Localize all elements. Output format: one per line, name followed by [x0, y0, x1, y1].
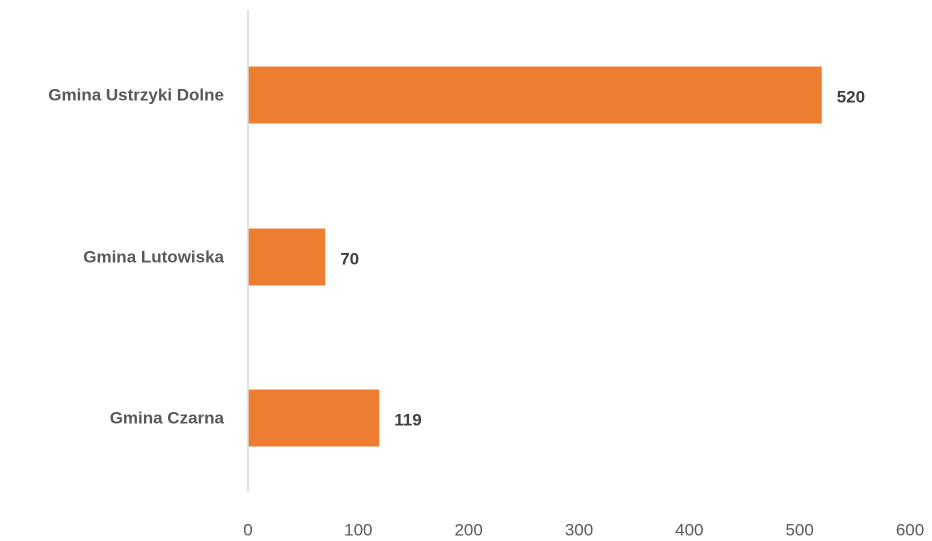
category-labels: Gmina Ustrzyki Dolne Gmina Lutowiska Gmina… — [48, 86, 224, 428]
category-label-gmina-ustrzyki-dolne: Gmina Ustrzyki Dolne — [48, 86, 224, 105]
category-label-gmina-czarna: Gmina Czarna — [110, 409, 225, 428]
x-tick-label-100: 100 — [344, 521, 372, 540]
data-label-gmina-ustrzyki-dolne: 520 — [837, 88, 865, 107]
x-tick-label-200: 200 — [454, 521, 482, 540]
bar-gmina-ustrzyki-dolne — [248, 66, 822, 124]
x-tick-label-0: 0 — [243, 521, 252, 540]
data-labels: 520 70 119 — [340, 88, 865, 430]
bars-layer — [248, 66, 822, 447]
x-tick-label-300: 300 — [565, 521, 593, 540]
x-tick-label-500: 500 — [785, 521, 813, 540]
x-axis-tick-labels: 0 100 200 300 400 500 600 — [243, 521, 924, 540]
x-tick-label-400: 400 — [675, 521, 703, 540]
bar-gmina-lutowiska — [248, 228, 326, 286]
data-label-gmina-lutowiska: 70 — [340, 250, 359, 269]
x-tick-label-600: 600 — [896, 521, 924, 540]
data-label-gmina-czarna: 119 — [394, 411, 421, 430]
category-label-gmina-lutowiska: Gmina Lutowiska — [83, 248, 224, 267]
bar-gmina-czarna — [248, 389, 380, 447]
